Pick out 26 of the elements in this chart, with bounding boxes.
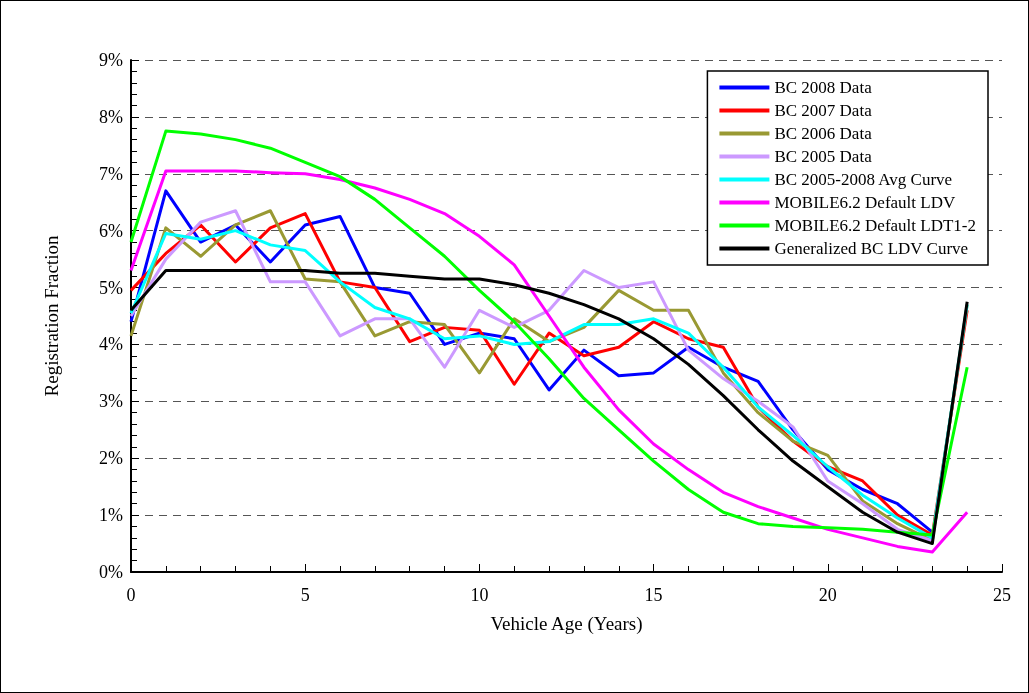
- y-tick-label: 9%: [99, 50, 123, 70]
- x-tick-label: 10: [470, 585, 489, 605]
- y-tick-label: 1%: [99, 505, 123, 526]
- legend-label: BC 2008 Data: [774, 78, 873, 97]
- legend-label: MOBILE6.2 Default LDV: [774, 193, 956, 212]
- y-tick-label: 7%: [99, 163, 123, 184]
- x-tick-label: 15: [644, 585, 663, 605]
- legend-label: BC 2006 Data: [774, 124, 873, 143]
- x-tick-label: 0: [126, 585, 136, 605]
- legend-label: Generalized BC LDV Curve: [774, 239, 969, 258]
- x-tick-label: 25: [993, 585, 1011, 605]
- x-axis-title: Vehicle Age (Years): [490, 613, 643, 635]
- y-tick-label: 4%: [99, 334, 123, 355]
- x-tick-label: 20: [818, 585, 837, 605]
- x-tick-label: 5: [300, 585, 310, 605]
- legend-label: BC 2005-2008 Avg Curve: [774, 170, 953, 189]
- y-tick-label: 0%: [99, 562, 123, 582]
- y-tick-label: 3%: [99, 391, 123, 412]
- y-tick-label: 2%: [99, 448, 123, 469]
- legend-label: BC 2005 Data: [774, 147, 873, 166]
- legend-label: MOBILE6.2 Default LDT1-2: [774, 216, 976, 235]
- y-axis-title: Registration Fraction: [41, 235, 62, 397]
- y-tick-label: 6%: [99, 220, 123, 241]
- legend-label: BC 2007 Data: [774, 101, 873, 120]
- y-tick-label: 8%: [99, 106, 123, 127]
- y-tick-label: 5%: [99, 277, 123, 298]
